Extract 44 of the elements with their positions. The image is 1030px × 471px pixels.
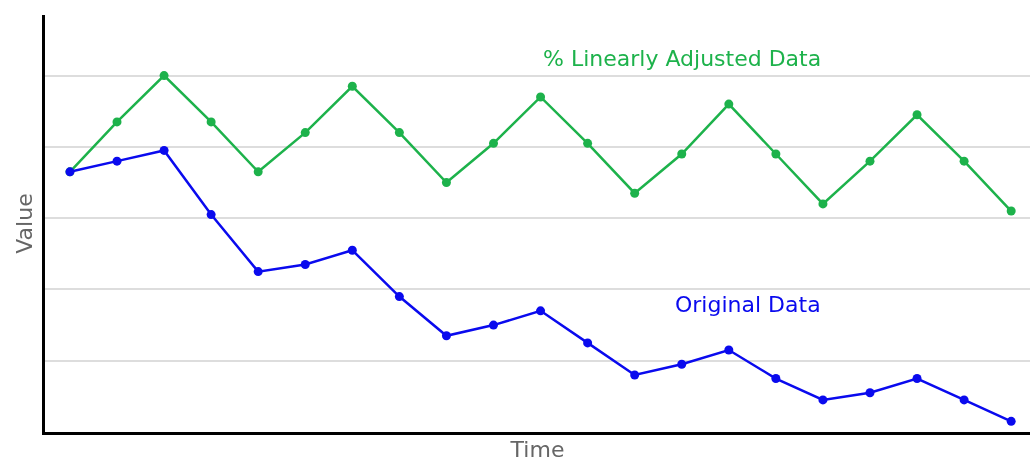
point bbox=[1006, 416, 1016, 426]
point bbox=[818, 199, 828, 209]
point bbox=[959, 395, 969, 405]
point bbox=[489, 320, 498, 330]
point bbox=[583, 338, 593, 348]
point bbox=[677, 359, 687, 369]
point bbox=[253, 167, 263, 177]
point bbox=[818, 395, 828, 405]
point bbox=[771, 374, 781, 384]
point bbox=[724, 345, 734, 355]
point bbox=[206, 210, 216, 220]
point bbox=[347, 245, 357, 255]
series-label: Original Data bbox=[675, 292, 821, 317]
point bbox=[489, 138, 498, 148]
point bbox=[865, 388, 875, 398]
point bbox=[300, 128, 310, 138]
point bbox=[536, 306, 546, 316]
point bbox=[159, 71, 169, 81]
point bbox=[112, 117, 122, 127]
point bbox=[1006, 206, 1016, 216]
point bbox=[253, 267, 263, 277]
point bbox=[159, 145, 169, 155]
point bbox=[441, 178, 451, 188]
point bbox=[347, 81, 357, 91]
point bbox=[206, 117, 216, 127]
y-axis-title: Value bbox=[11, 193, 37, 254]
point bbox=[959, 156, 969, 166]
point bbox=[771, 149, 781, 159]
point bbox=[912, 110, 922, 120]
series-label: % Linearly Adjusted Data bbox=[543, 46, 822, 71]
point bbox=[394, 292, 404, 302]
point bbox=[630, 188, 640, 198]
point bbox=[677, 149, 687, 159]
point bbox=[583, 138, 593, 148]
point bbox=[724, 99, 734, 109]
point bbox=[300, 259, 310, 269]
point bbox=[865, 156, 875, 166]
point bbox=[441, 331, 451, 341]
point bbox=[912, 374, 922, 384]
point bbox=[536, 92, 546, 102]
point bbox=[394, 128, 404, 138]
point bbox=[112, 156, 122, 166]
point bbox=[630, 370, 640, 380]
x-axis-title: Time bbox=[509, 436, 565, 462]
